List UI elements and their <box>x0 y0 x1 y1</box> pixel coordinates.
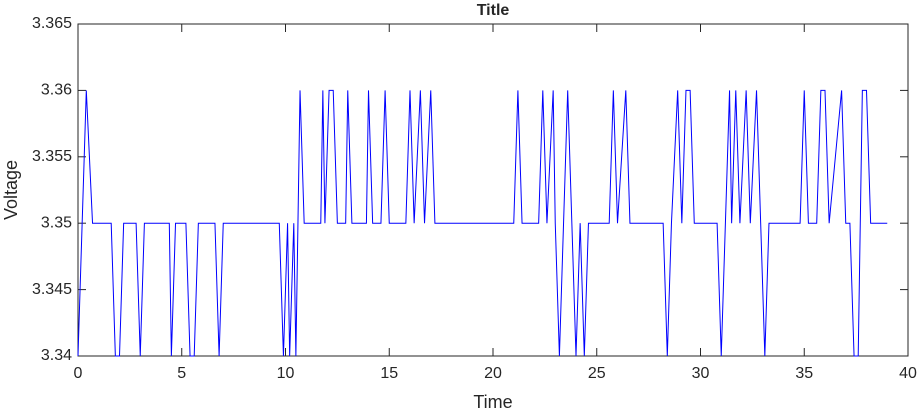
x-tick-label: 25 <box>588 365 606 382</box>
y-tick-label: 3.355 <box>32 148 72 165</box>
y-tick-label: 3.365 <box>32 15 72 32</box>
axes-box <box>77 23 909 357</box>
x-axis-label: Time <box>473 392 512 412</box>
x-tick-label: 10 <box>277 365 295 382</box>
y-tick-label: 3.36 <box>41 82 72 99</box>
y-tick-label: 3.35 <box>41 214 72 231</box>
y-axis-label: Voltage <box>1 160 21 220</box>
x-tick-label: 40 <box>899 365 917 382</box>
x-tick-label: 5 <box>177 365 186 382</box>
y-tick-label: 3.345 <box>32 281 72 298</box>
data-line <box>77 89 888 357</box>
chart-title: Title <box>477 2 510 19</box>
x-tick-label: 0 <box>74 365 83 382</box>
x-tick-label: 15 <box>380 365 398 382</box>
x-tick-label: 20 <box>484 365 502 382</box>
x-tick-label: 30 <box>692 365 710 382</box>
y-tick-label: 3.34 <box>41 347 72 364</box>
x-tick-label: 35 <box>795 365 813 382</box>
